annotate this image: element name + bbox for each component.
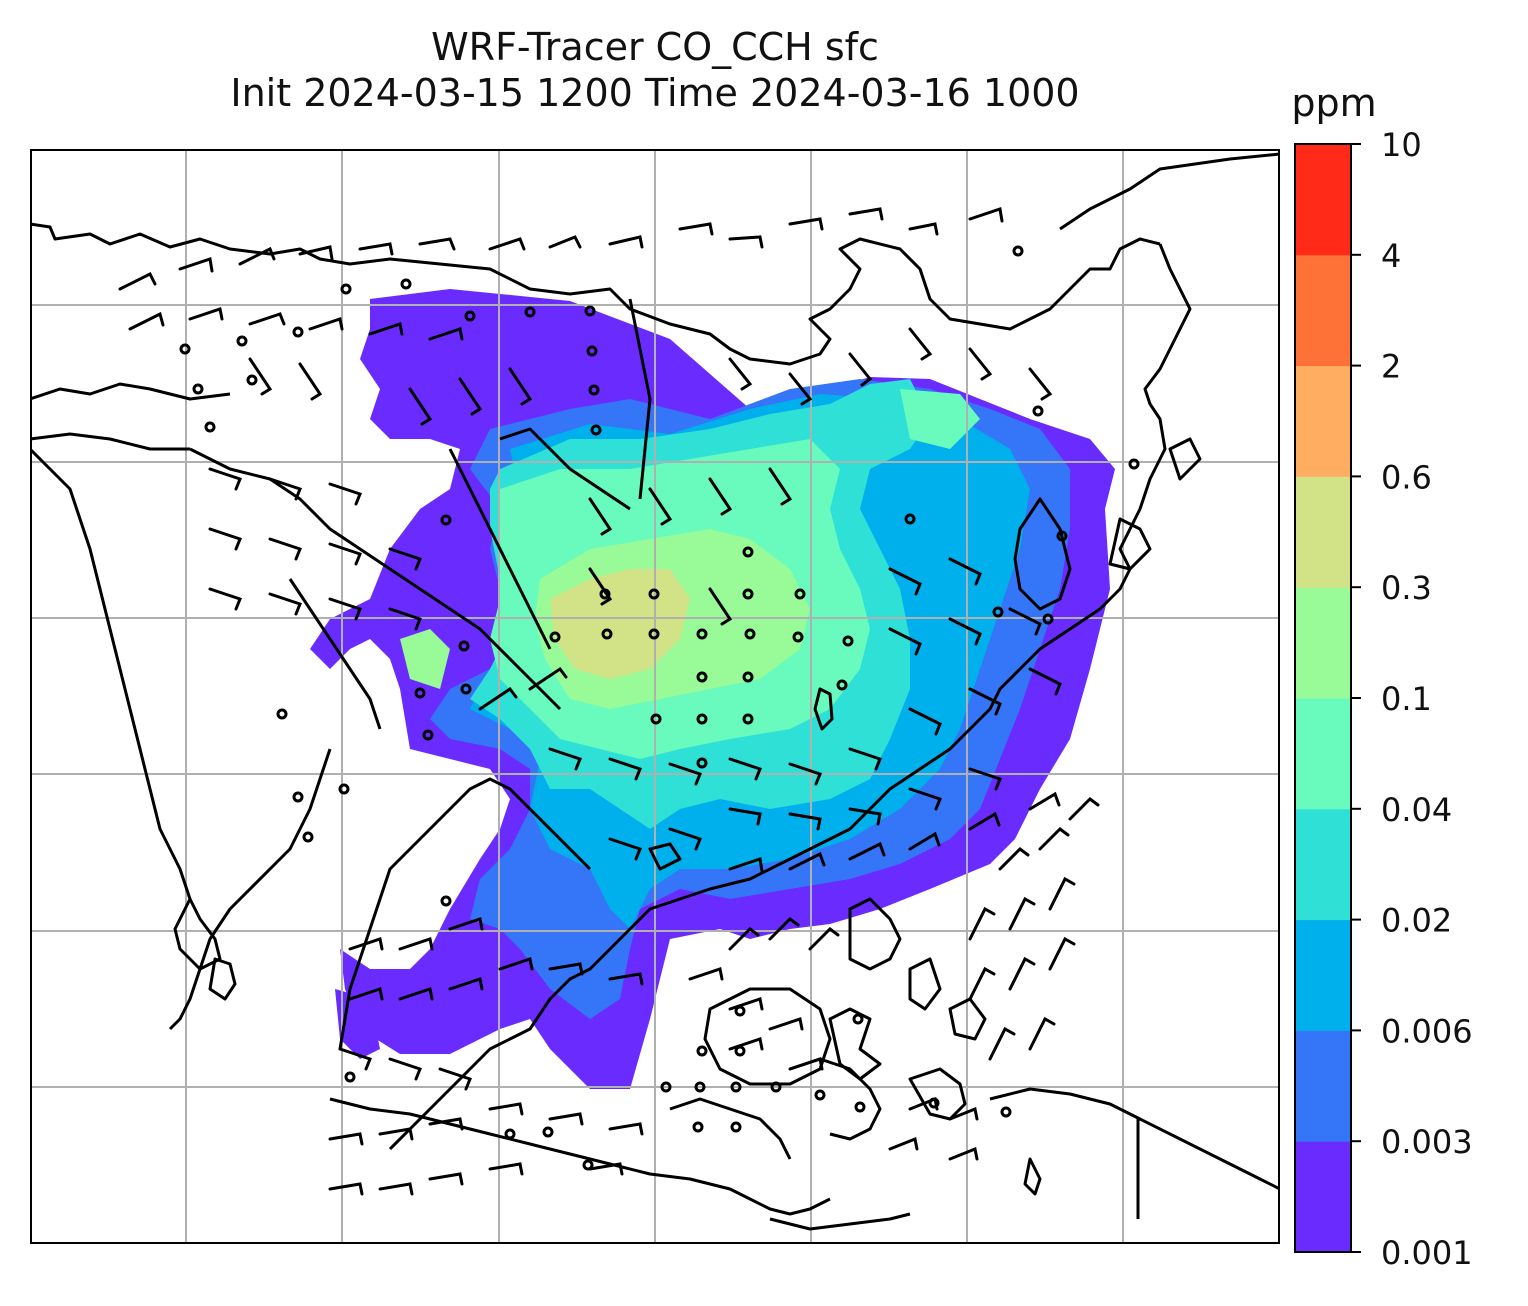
colorbar-tick-label: 0.04 [1381, 791, 1452, 829]
colorbar-band-7 [1295, 365, 1351, 477]
colorbar-unit-label: ppm [1291, 90, 1376, 125]
colorbar-tick-label: 4 [1381, 237, 1401, 275]
tracer-field [310, 289, 1115, 1089]
colorbar-band-2 [1295, 919, 1351, 1031]
colorbar-band-1 [1295, 1030, 1351, 1142]
map-border [30, 149, 1280, 1244]
colorbar-tick-label: 0.6 [1381, 458, 1432, 496]
colorbar-tick-label: 0.001 [1381, 1234, 1473, 1272]
colorbar-tick-label: 0.02 [1381, 902, 1452, 940]
title-line-1: WRF-Tracer CO_CCH sfc [431, 25, 879, 69]
colorbar-band-3 [1295, 808, 1351, 921]
colorbar-tick-label: 2 [1381, 348, 1401, 386]
colorbar-ticks: 0.001 0.003 0.006 0.02 0.04 0.1 0.3 0.6 2 4 10 [1351, 126, 1473, 1272]
calm-markers [179, 245, 1140, 1171]
colorbar-tick-label: 0.1 [1381, 680, 1432, 718]
colorbar-tick-label: 0.003 [1381, 1123, 1473, 1161]
colorbar-tick-label: 0.3 [1381, 569, 1432, 607]
colorbar: ppm 0.001 0.003 0.006 0.02 0.04 0.1 0.3 0.6 2 4 10 [1291, 90, 1473, 1272]
map-title: WRF-Tracer CO_CCH sfc Init 2024-03-15 12… [30, 24, 1280, 116]
wind-barbs [118, 207, 1100, 1196]
map-panel[interactable] [30, 149, 1280, 1244]
colorbar-bands [1295, 144, 1351, 1253]
coastlines [30, 152, 1280, 1231]
title-line-2: Init 2024-03-15 1200 Time 2024-03-16 100… [230, 71, 1080, 115]
colorbar-band-5 [1295, 587, 1351, 699]
colorbar-band-4 [1295, 698, 1351, 810]
colorbar-band-9 [1295, 144, 1351, 256]
colorbar-band-8 [1295, 254, 1351, 367]
gridlines [30, 149, 1280, 1244]
colorbar-tick-label: 10 [1381, 126, 1422, 164]
colorbar-tick-label: 0.006 [1381, 1012, 1473, 1050]
colorbar-band-6 [1295, 476, 1351, 588]
colorbar-band-0 [1295, 1141, 1351, 1253]
